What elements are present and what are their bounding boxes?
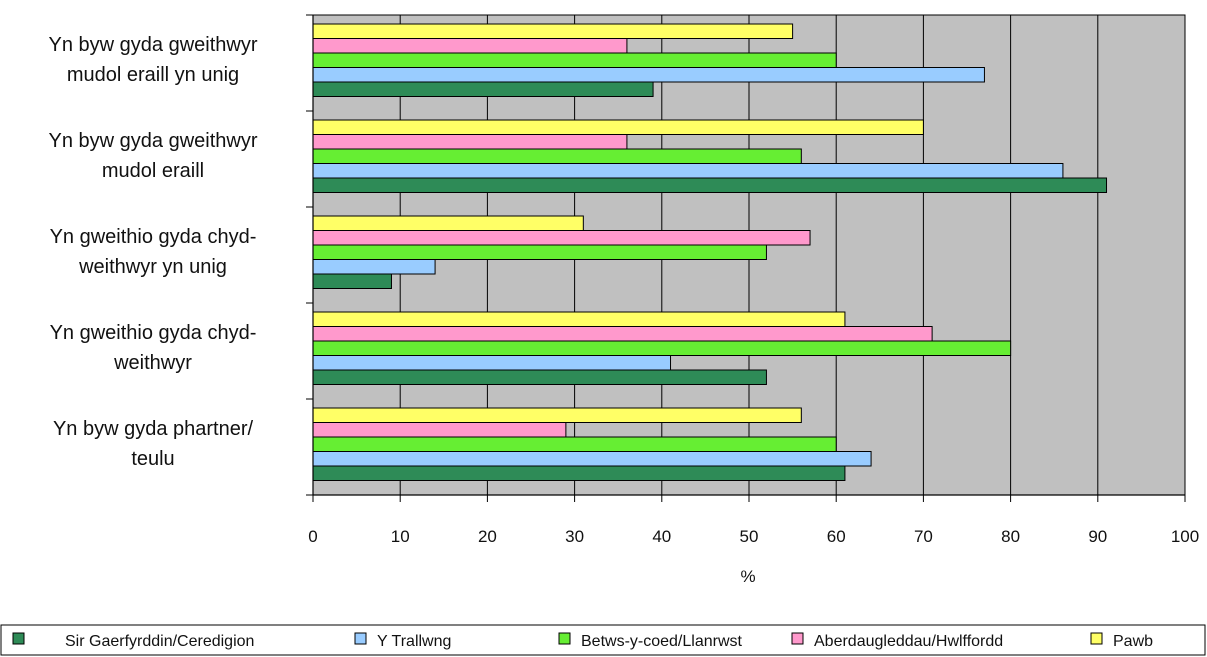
bar xyxy=(312,23,794,39)
x-tick-label: 0 xyxy=(308,527,317,546)
bar xyxy=(312,369,767,385)
bar xyxy=(312,451,872,467)
bar xyxy=(312,38,628,54)
bar xyxy=(312,215,584,231)
bar xyxy=(312,340,1012,356)
bar xyxy=(312,273,392,289)
legend-box xyxy=(0,624,1206,656)
category-label: Yn byw gyda gweithwyr mudol eraill xyxy=(49,130,258,182)
legend-label: Sir Gaerfyrddin/Ceredigion xyxy=(65,633,254,650)
legend-swatch xyxy=(558,632,571,645)
x-tick-label: 50 xyxy=(740,527,759,546)
bar xyxy=(312,407,802,423)
x-axis: 0 10 20 30 40 50 60 70 80 90 100 xyxy=(308,494,1199,546)
bar xyxy=(312,244,767,260)
x-tick-label: 40 xyxy=(652,527,671,546)
legend-label: Y Trallwng xyxy=(377,633,451,650)
bar xyxy=(312,422,567,438)
bar xyxy=(312,436,837,452)
legend-label: Aberdaugleddau/Hwlffordd xyxy=(814,633,1003,650)
x-tick-label: 70 xyxy=(914,527,933,546)
category-label: Yn gweithio gyda chyd-weithwyr xyxy=(50,322,257,374)
x-axis-title: % xyxy=(740,567,755,586)
bar xyxy=(312,355,672,371)
bar xyxy=(312,119,924,135)
bar xyxy=(312,148,802,164)
x-tick-label: 90 xyxy=(1088,527,1107,546)
bar xyxy=(312,134,628,150)
bar xyxy=(312,259,436,275)
bar xyxy=(312,230,811,246)
x-tick-label: 30 xyxy=(565,527,584,546)
bar xyxy=(312,67,985,83)
bar xyxy=(312,81,654,97)
legend-swatch xyxy=(791,632,804,645)
bar xyxy=(312,52,837,68)
x-tick-label: 10 xyxy=(391,527,410,546)
x-tick-label: 80 xyxy=(1001,527,1020,546)
legend-label: Pawb xyxy=(1113,633,1153,650)
category-labels: Yn byw gyda gweithwyr mudol eraill yn uni… xyxy=(49,34,258,470)
bar xyxy=(312,311,846,327)
category-label: Yn gweithio gyda chyd-weithwyr yn unig xyxy=(50,226,257,278)
bar xyxy=(312,465,846,481)
category-label: Yn byw gyda phartner/teulu xyxy=(53,418,254,470)
legend-label: Betws-y-coed/Llanrwst xyxy=(581,633,743,650)
bar xyxy=(312,326,933,342)
x-tick-label: 100 xyxy=(1171,527,1199,546)
x-tick-label: 20 xyxy=(478,527,497,546)
legend-swatch xyxy=(12,632,25,645)
y-axis xyxy=(306,14,314,496)
legend-swatch xyxy=(354,632,367,645)
bar xyxy=(312,163,1064,179)
category-label: Yn byw gyda gweithwyr mudol eraill yn uni… xyxy=(49,34,258,86)
bars xyxy=(312,23,1108,481)
x-tick-label: 60 xyxy=(827,527,846,546)
legend-swatch xyxy=(1090,632,1103,645)
legend: Sir Gaerfyrddin/Ceredigion Y Trallwng Betw… xyxy=(12,632,1153,650)
bar xyxy=(312,177,1108,193)
